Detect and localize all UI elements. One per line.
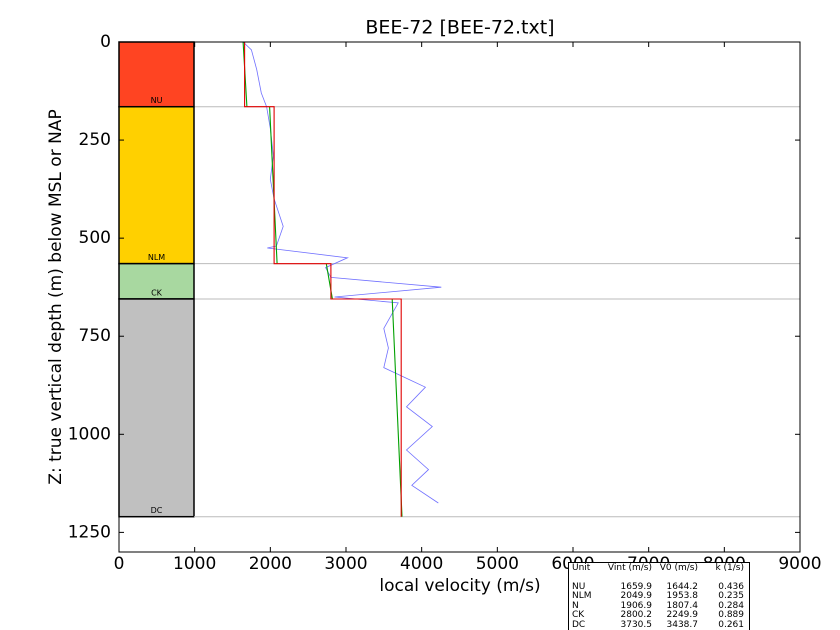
table-cell: 0.235 bbox=[718, 591, 744, 601]
chart-title: BEE-72 [BEE-72.txt] bbox=[365, 17, 554, 39]
y-tick-label: 1000 bbox=[68, 424, 111, 444]
table-cell: 2049.9 bbox=[620, 591, 653, 601]
unit-label: DC bbox=[151, 506, 163, 515]
unit-label: CK bbox=[151, 288, 163, 297]
unit-table: Unit Vint (m/s) V0 (m/s) k (1/s) NU 1659.9 164… bbox=[568, 562, 750, 630]
y-tick-label: 250 bbox=[79, 130, 111, 150]
table-cell: 1644.2 bbox=[666, 581, 699, 592]
table-cell: NU bbox=[572, 581, 586, 592]
unit-block bbox=[118, 262, 195, 300]
table-row: NLM 2049.9 1953.8 0.235 bbox=[572, 591, 746, 602]
table-row: CK 2800.2 2249.9 0.889 bbox=[572, 610, 746, 621]
table-cell: 0.284 bbox=[718, 600, 744, 611]
table-cell: N bbox=[572, 600, 579, 611]
x-tick-label: 0 bbox=[114, 554, 125, 574]
unit-block bbox=[118, 298, 195, 518]
table-row: Unit Vint (m/s) V0 (m/s) k (1/s) bbox=[572, 563, 746, 574]
x-tick-label: 2000 bbox=[249, 554, 292, 574]
table-cell: 2800.2 bbox=[620, 610, 653, 620]
table-cell: DC bbox=[572, 619, 586, 630]
unit-block bbox=[118, 105, 195, 265]
x-tick-label: 3000 bbox=[324, 554, 367, 574]
table-cell: 1953.8 bbox=[666, 591, 699, 601]
table-cell: 0.436 bbox=[718, 581, 744, 592]
y-tick-label: 750 bbox=[79, 326, 111, 346]
table-cell: NLM bbox=[572, 591, 592, 601]
table-cell: k (1/s) bbox=[715, 563, 744, 573]
x-tick-label: 4000 bbox=[400, 554, 443, 574]
unit-block bbox=[118, 41, 195, 108]
table-cell: CK bbox=[572, 610, 585, 620]
table-row: N 1906.9 1807.4 0.284 bbox=[572, 600, 746, 612]
unit-label: NLM bbox=[148, 253, 165, 262]
y-tick-label: 1250 bbox=[68, 522, 111, 542]
velocity-line bbox=[242, 41, 442, 504]
table-row: DC 3730.5 3438.7 0.261 bbox=[572, 619, 746, 630]
x-tick-label: 5000 bbox=[476, 554, 519, 574]
y-axis-label: Z: true vertical depth (m) below MSL or … bbox=[46, 109, 66, 484]
y-tick-label: 0 bbox=[100, 32, 111, 52]
velocity-line bbox=[244, 42, 402, 517]
x-tick-label: 1000 bbox=[173, 554, 216, 574]
x-axis-label: local velocity (m/s) bbox=[379, 576, 540, 596]
y-tick-label: 500 bbox=[79, 228, 111, 248]
plot-frame bbox=[118, 41, 801, 553]
table-cell: 0.261 bbox=[718, 619, 744, 630]
table-cell: 0.889 bbox=[718, 610, 744, 620]
table-cell: 1659.9 bbox=[620, 581, 653, 592]
table-cell: V0 (m/s) bbox=[659, 563, 698, 573]
table-cell: 3438.7 bbox=[666, 619, 699, 630]
table-cell: 3730.5 bbox=[620, 619, 653, 630]
x-tick-label: 9000 bbox=[778, 554, 821, 574]
table-row: NU 1659.9 1644.2 0.436 bbox=[572, 581, 746, 593]
table-cell: Unit bbox=[572, 563, 591, 573]
unit-label: NU bbox=[151, 96, 163, 105]
table-cell: 2249.9 bbox=[666, 610, 699, 620]
table-cell: 1906.9 bbox=[620, 600, 653, 611]
table-cell: 1807.4 bbox=[666, 600, 699, 611]
velocity-line bbox=[242, 41, 403, 517]
table-cell: Vint (m/s) bbox=[607, 563, 652, 573]
